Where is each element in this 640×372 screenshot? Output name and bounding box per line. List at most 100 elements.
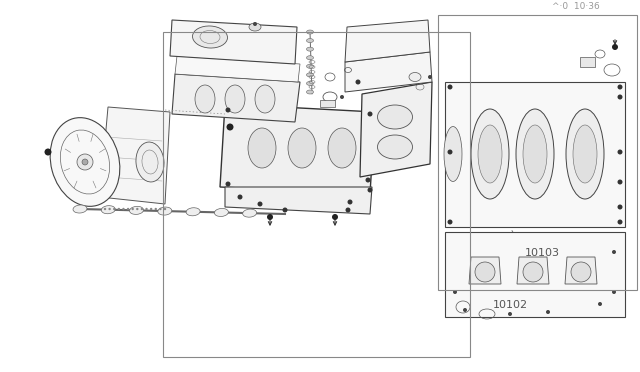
Circle shape xyxy=(104,208,106,210)
Ellipse shape xyxy=(195,85,215,113)
Polygon shape xyxy=(220,104,375,194)
Polygon shape xyxy=(517,257,549,284)
Ellipse shape xyxy=(571,262,591,282)
Ellipse shape xyxy=(186,208,200,216)
Circle shape xyxy=(546,310,550,314)
Polygon shape xyxy=(172,74,300,122)
Circle shape xyxy=(428,75,432,79)
Circle shape xyxy=(355,80,360,84)
Circle shape xyxy=(447,84,452,90)
Ellipse shape xyxy=(307,56,314,60)
Ellipse shape xyxy=(214,208,228,217)
Circle shape xyxy=(118,208,120,210)
Circle shape xyxy=(150,208,152,210)
Circle shape xyxy=(367,112,372,116)
Polygon shape xyxy=(580,57,595,67)
Circle shape xyxy=(453,290,457,294)
Ellipse shape xyxy=(307,73,314,77)
Circle shape xyxy=(612,44,618,50)
Ellipse shape xyxy=(307,81,314,86)
Ellipse shape xyxy=(136,142,164,182)
Polygon shape xyxy=(320,100,335,107)
Circle shape xyxy=(332,214,338,220)
Polygon shape xyxy=(469,257,501,284)
Polygon shape xyxy=(100,107,170,204)
Circle shape xyxy=(348,199,353,205)
Circle shape xyxy=(447,219,452,224)
Ellipse shape xyxy=(378,135,413,159)
Ellipse shape xyxy=(129,206,143,214)
Circle shape xyxy=(131,208,134,210)
Polygon shape xyxy=(345,20,430,62)
Polygon shape xyxy=(175,56,300,82)
Circle shape xyxy=(155,208,157,210)
Circle shape xyxy=(365,177,371,183)
Circle shape xyxy=(447,150,452,154)
Text: ^·0  10·36: ^·0 10·36 xyxy=(552,2,600,11)
Bar xyxy=(438,15,637,290)
Circle shape xyxy=(82,159,88,165)
Ellipse shape xyxy=(566,109,604,199)
Ellipse shape xyxy=(50,118,120,206)
Circle shape xyxy=(108,208,111,210)
Ellipse shape xyxy=(158,207,172,215)
Ellipse shape xyxy=(523,262,543,282)
Ellipse shape xyxy=(378,105,413,129)
Circle shape xyxy=(225,108,230,112)
Circle shape xyxy=(257,202,262,206)
Circle shape xyxy=(618,205,623,209)
Polygon shape xyxy=(345,52,432,92)
Circle shape xyxy=(346,208,351,212)
Circle shape xyxy=(618,180,623,185)
Bar xyxy=(163,32,470,357)
Ellipse shape xyxy=(101,206,115,214)
Circle shape xyxy=(77,154,93,170)
Ellipse shape xyxy=(307,90,314,94)
Circle shape xyxy=(508,312,512,316)
Ellipse shape xyxy=(249,23,261,31)
Ellipse shape xyxy=(73,205,87,213)
Ellipse shape xyxy=(248,128,276,168)
Text: 10102: 10102 xyxy=(493,300,528,310)
Circle shape xyxy=(367,187,372,192)
Polygon shape xyxy=(445,82,625,227)
Circle shape xyxy=(136,208,138,210)
Polygon shape xyxy=(360,82,432,177)
Ellipse shape xyxy=(471,109,509,199)
Polygon shape xyxy=(170,20,297,64)
Ellipse shape xyxy=(307,47,314,51)
Circle shape xyxy=(145,208,148,210)
Ellipse shape xyxy=(523,125,547,183)
Ellipse shape xyxy=(307,30,314,34)
Circle shape xyxy=(612,250,616,254)
Ellipse shape xyxy=(444,126,462,182)
Circle shape xyxy=(612,290,616,294)
Circle shape xyxy=(463,308,467,312)
Circle shape xyxy=(267,214,273,220)
Ellipse shape xyxy=(573,125,597,183)
Ellipse shape xyxy=(255,85,275,113)
Ellipse shape xyxy=(243,209,257,217)
Ellipse shape xyxy=(516,109,554,199)
Ellipse shape xyxy=(475,262,495,282)
Circle shape xyxy=(141,208,143,210)
Ellipse shape xyxy=(307,64,314,68)
Ellipse shape xyxy=(409,73,421,81)
Text: 10103: 10103 xyxy=(525,248,560,258)
Ellipse shape xyxy=(225,85,245,113)
Circle shape xyxy=(598,302,602,306)
Ellipse shape xyxy=(193,26,227,48)
Circle shape xyxy=(227,124,234,131)
Circle shape xyxy=(618,219,623,224)
Circle shape xyxy=(113,208,115,210)
Circle shape xyxy=(618,84,623,90)
Circle shape xyxy=(282,208,287,212)
Circle shape xyxy=(618,94,623,99)
Circle shape xyxy=(164,208,166,210)
Circle shape xyxy=(159,208,161,210)
Polygon shape xyxy=(445,232,625,317)
Ellipse shape xyxy=(307,39,314,42)
Circle shape xyxy=(340,95,344,99)
Circle shape xyxy=(253,22,257,26)
Ellipse shape xyxy=(328,128,356,168)
